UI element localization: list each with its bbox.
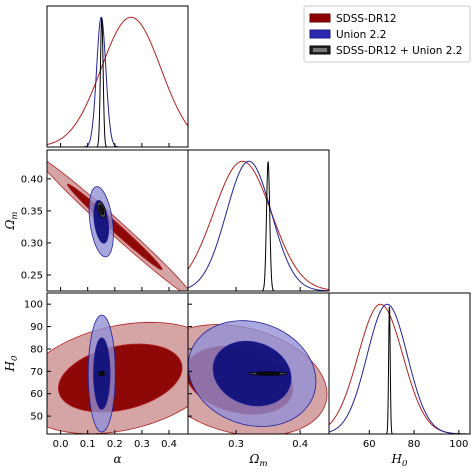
legend-label: SDSS-DR12: [336, 13, 397, 25]
marginal-H0: [328, 292, 471, 435]
marginal-line-sdss-dr12-union-2-2: [47, 17, 188, 147]
x-axis-label-alpha: α: [113, 452, 121, 466]
x-tick-label: 100: [449, 439, 468, 450]
y-tick-label: 60: [30, 389, 43, 400]
marginal-line-union-2-2: [47, 16, 188, 147]
panel-omega_m-H0: [187, 292, 330, 435]
panels: [46, 5, 471, 435]
x-tick-label: 0.2: [107, 439, 123, 450]
panel-frame: [187, 149, 330, 292]
x-tick-label: 0.0: [53, 439, 69, 450]
panel-frame: [328, 292, 471, 435]
marginal-omega_m: [187, 149, 330, 292]
contour-68-sdss-dr12-union-2-2: [98, 204, 105, 215]
marginal-alpha: [46, 5, 189, 148]
y-tick-label: 0.40: [21, 174, 43, 185]
x-tick-label: 0.3: [228, 439, 244, 450]
legend-entry: SDSS-DR12 + Union 2.2: [309, 45, 462, 57]
axis-labels: 0.0 0.1 0.2 0.3 0.4 0.3 0.4 60 80 100 0.25 0.30 0.35…: [3, 174, 468, 469]
y-tick-label: 90: [30, 322, 43, 333]
y-axis-label-omega_m: Ωm: [3, 211, 20, 230]
y-tick-label: 70: [30, 367, 43, 378]
legend-swatch-inner: [313, 48, 327, 52]
panel-alpha-H0: [46, 292, 189, 435]
y-tick-label: 0.25: [21, 270, 43, 281]
y-tick-label: 100: [24, 300, 43, 311]
x-tick-label: 0.1: [80, 439, 96, 450]
marginal-line-union-2-2: [188, 160, 329, 291]
x-tick-label: 0.4: [292, 439, 308, 450]
x-tick-label: 0.4: [161, 439, 177, 450]
panel-alpha-omega_m: [46, 149, 189, 292]
legend-label: Union 2.2: [336, 29, 386, 41]
y-tick-label: 80: [30, 344, 43, 355]
panel-frame: [46, 5, 189, 148]
contour-68-sdss-dr12: [66, 183, 163, 271]
y-tick-label: 50: [30, 412, 43, 423]
y-tick-label: 0.30: [21, 238, 43, 249]
x-axis-label-omega_m: Ωm: [248, 452, 267, 469]
x-tick-label: 0.3: [134, 439, 150, 450]
y-axis-label-H0: H0: [3, 355, 20, 372]
marginal-line-sdss-dr12: [47, 16, 188, 146]
contour-68-sdss-dr12-union-2-2: [255, 372, 281, 375]
legend-label: SDSS-DR12 + Union 2.2: [336, 45, 462, 57]
marginal-line-union-2-2: [329, 303, 470, 434]
x-tick-label: 80: [408, 439, 421, 450]
legend-entry: Union 2.2: [309, 29, 386, 41]
legend-swatch: [309, 13, 331, 23]
legend-frame: [303, 5, 471, 63]
marginal-line-sdss-dr12: [188, 160, 329, 291]
legend: SDSS-DR12 Union 2.2 SDSS-DR12 + Union 2.2: [303, 5, 471, 63]
x-tick-label: 60: [363, 439, 376, 450]
contour-68-sdss-dr12-union-2-2: [99, 371, 105, 376]
x-axis-label-H0: H0: [391, 452, 408, 469]
y-tick-label: 0.35: [21, 206, 43, 217]
marginal-line-sdss-dr12: [329, 303, 470, 434]
legend-swatch: [309, 29, 331, 39]
legend-entry: SDSS-DR12: [309, 13, 397, 25]
